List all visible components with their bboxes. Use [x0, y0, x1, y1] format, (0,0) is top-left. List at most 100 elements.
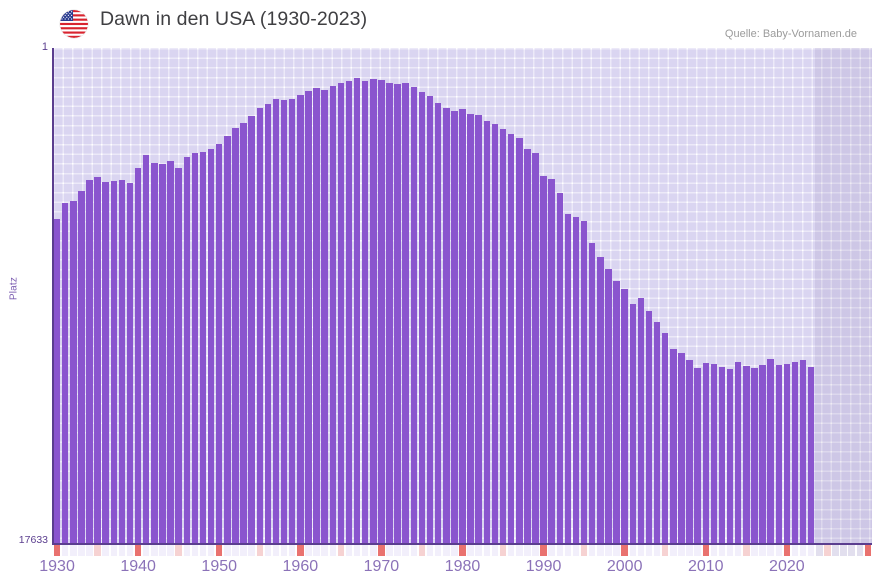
bar	[767, 358, 774, 543]
bar	[751, 367, 758, 543]
x-tick-cell	[313, 545, 320, 556]
x-tick-cell	[564, 545, 572, 556]
bar	[232, 127, 239, 543]
x-tick-label: 2020	[769, 558, 805, 575]
chart-header: Dawn in den USA (1930-2023) Quelle: Baby…	[0, 0, 873, 46]
bar	[394, 83, 401, 543]
x-tick-cell	[443, 545, 450, 556]
bar	[434, 103, 442, 543]
bar	[280, 99, 288, 543]
x-tick-cell	[102, 545, 109, 556]
bar	[313, 88, 320, 543]
x-tick-cell	[791, 545, 799, 556]
x-tick-cell	[467, 545, 474, 556]
bar	[159, 163, 166, 543]
bar	[686, 359, 693, 543]
bar	[605, 269, 612, 543]
y-axis-line	[52, 48, 54, 544]
x-tick-cell	[807, 545, 815, 556]
bar	[329, 86, 336, 543]
x-tick-cell	[516, 545, 523, 556]
bar	[402, 82, 409, 543]
x-tick-cell	[345, 545, 353, 556]
x-tick-cell	[499, 545, 507, 556]
x-tick-cell	[475, 545, 482, 556]
bar	[743, 366, 750, 543]
x-tick-cell	[767, 545, 774, 556]
x-tick-cell	[321, 545, 328, 556]
bar	[70, 201, 77, 543]
bar	[499, 129, 507, 543]
x-tick-cell	[637, 545, 645, 556]
bar	[718, 366, 726, 543]
bar	[572, 217, 580, 543]
x-tick-cell	[256, 545, 264, 556]
bar	[694, 367, 701, 543]
bar	[321, 90, 328, 543]
x-tick-cell	[597, 545, 604, 556]
x-tick-cell	[264, 545, 272, 556]
bar	[297, 95, 304, 543]
x-tick-label: 1940	[120, 558, 156, 575]
x-tick-cell	[297, 545, 304, 556]
x-tick-cell	[759, 545, 766, 556]
x-tick-cell	[191, 545, 199, 556]
x-tick-cell	[524, 545, 531, 556]
y-axis-bottom-tick-label: 17633	[18, 534, 48, 546]
plot-area	[53, 48, 872, 543]
x-tick-cell	[856, 545, 864, 556]
x-tick-cell	[629, 545, 637, 556]
bar	[353, 78, 361, 543]
x-tick-cell	[548, 545, 555, 556]
bar	[791, 361, 799, 543]
us-flag-circle-icon	[60, 10, 88, 38]
bar	[418, 92, 426, 543]
x-tick-label: 1960	[282, 558, 319, 575]
bar	[524, 149, 531, 543]
x-tick-label: 1930	[39, 558, 75, 575]
x-tick-cell	[361, 545, 369, 556]
x-tick-cell	[61, 545, 69, 556]
bar	[540, 175, 547, 543]
x-tick-cell	[134, 545, 142, 556]
bar	[653, 321, 661, 543]
x-tick-cell	[167, 545, 174, 556]
bar	[110, 181, 118, 543]
bar	[564, 214, 572, 543]
x-tick-cell	[459, 545, 466, 556]
bar	[507, 134, 515, 543]
x-tick-cell	[215, 545, 223, 556]
x-tick-cell	[305, 545, 312, 556]
x-tick-cell	[378, 545, 385, 556]
x-tick-cell	[159, 545, 166, 556]
x-tick-cell	[621, 545, 628, 556]
bar	[264, 104, 272, 543]
x-tick-cell	[864, 545, 872, 556]
x-tick-cell	[402, 545, 409, 556]
bar	[580, 221, 588, 543]
bar	[386, 82, 393, 543]
x-tick-cell	[86, 545, 93, 556]
x-tick-cell	[491, 545, 499, 556]
bar	[272, 99, 280, 543]
bar	[783, 364, 791, 543]
x-tick-cell	[580, 545, 588, 556]
x-tick-cell	[783, 545, 791, 556]
x-tick-cell	[224, 545, 231, 556]
x-tick-cell	[248, 545, 255, 556]
x-tick-cell	[661, 545, 669, 556]
x-tick-cell	[143, 545, 150, 556]
bar	[451, 111, 458, 543]
bar	[516, 138, 523, 543]
bar	[710, 364, 718, 543]
x-tick-cell	[816, 545, 823, 556]
bar	[337, 83, 345, 543]
x-tick-cell	[702, 545, 709, 556]
x-tick-cell	[118, 545, 126, 556]
bar	[361, 80, 369, 543]
bar	[345, 80, 353, 543]
bar	[134, 168, 142, 543]
x-tick-cell	[694, 545, 701, 556]
bar	[637, 298, 645, 543]
x-tick-cell	[686, 545, 693, 556]
